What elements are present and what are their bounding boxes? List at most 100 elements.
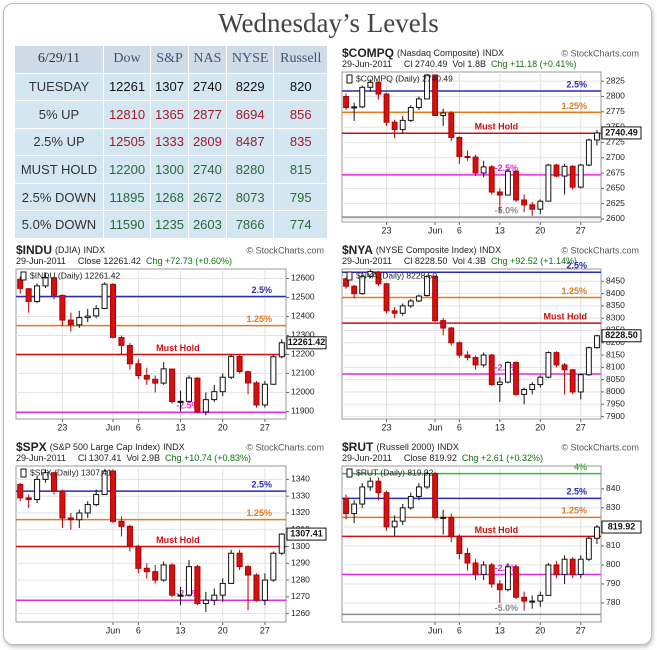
candle-body: [537, 376, 544, 386]
candle-body: [211, 594, 218, 601]
candle-body: [424, 473, 430, 488]
candle-body: [245, 566, 252, 576]
candle-body: [160, 368, 167, 384]
candle-body: [34, 478, 41, 501]
candle-body: [561, 165, 568, 177]
candle-body: [432, 275, 439, 322]
x-tick-label: 6: [457, 422, 462, 432]
table-cell: 1333: [150, 127, 189, 157]
candle-body: [456, 137, 463, 157]
candle-body: [67, 517, 74, 521]
index-name: (Nasdaq Composite): [397, 48, 480, 58]
y-tick-label: 12600: [291, 273, 315, 283]
level-label: 4%: [574, 462, 587, 472]
x-tick-label: Jun: [428, 422, 443, 432]
table-cell: 795: [273, 182, 328, 212]
x-tick-label: 27: [260, 422, 270, 432]
candle-body: [383, 93, 390, 123]
level-label: Must Hold: [156, 535, 200, 545]
table-cell: 8229: [225, 72, 275, 102]
candle-body: [577, 558, 584, 575]
exchange: INDX: [479, 245, 501, 255]
candle-body: [17, 483, 24, 499]
stat: Chg +10.74 (+0.83%): [165, 453, 251, 463]
candle-body: [194, 566, 201, 605]
y-tick-label: 1300: [291, 541, 310, 551]
candle-body: [177, 594, 184, 597]
candle-body: [253, 382, 260, 406]
plot-area: [341, 465, 602, 623]
candle-body: [488, 354, 495, 386]
candle-body: [569, 558, 576, 575]
candle-body: [59, 490, 66, 519]
candle-body: [211, 391, 218, 401]
x-tick-label: 20: [218, 422, 228, 432]
stat: Cl 8228.50: [404, 256, 448, 266]
y-tick-label: 8000: [606, 386, 625, 396]
candle-body: [278, 533, 285, 554]
y-tick-label: 1320: [291, 507, 310, 517]
table-cell: Russell: [273, 45, 328, 74]
candle-body: [513, 170, 519, 201]
candle-body: [202, 599, 209, 605]
candle-body: [464, 553, 471, 564]
candle-body: [59, 294, 66, 321]
candle-body: [496, 381, 503, 386]
level-label: 1.25%: [561, 506, 587, 516]
table-cell: 7866: [225, 210, 275, 239]
y-tick-label: 2675: [606, 167, 625, 177]
x-tick-label: 23: [57, 422, 67, 432]
page-title: Wednesday’s Levels: [218, 8, 439, 38]
symbol: $COMPQ: [342, 46, 394, 60]
level-label: 1.25%: [561, 286, 587, 296]
x-tick-label: Jun: [106, 422, 121, 432]
candle-body: [152, 571, 159, 581]
table-cell: 835: [273, 127, 328, 157]
y-tick-label: 12500: [291, 292, 315, 302]
candle-body: [440, 516, 447, 519]
candle-body: [407, 300, 414, 307]
chart-header: $COMPQ (Nasdaq Composite) INDX: [342, 46, 504, 60]
candle-body: [84, 504, 91, 514]
table-cell: 12810: [102, 100, 152, 129]
stat: Close 12261.42: [78, 256, 141, 266]
candle-body: [118, 337, 125, 346]
candle-body: [464, 354, 471, 359]
candle-body: [529, 384, 536, 390]
candle-body: [391, 310, 398, 314]
candle-body: [169, 564, 176, 596]
candle-body: [415, 98, 422, 109]
y-tick-label: 8350: [606, 300, 625, 310]
x-tick-label: 13: [176, 625, 186, 635]
level-label: 1.25%: [561, 101, 587, 111]
candle-body: [101, 470, 108, 496]
candle-body: [375, 480, 382, 494]
candle-body: [585, 537, 592, 560]
candle-body: [76, 512, 83, 521]
candle-body: [391, 520, 398, 528]
chart-header: $INDU (DJIA) INDX: [16, 243, 105, 257]
candle-body: [577, 374, 584, 393]
table-cell: 12261: [102, 72, 152, 102]
candle-body: [367, 270, 374, 277]
candle-body: [432, 473, 439, 518]
last-value: 12261.42: [288, 337, 326, 347]
candle-body: [343, 278, 349, 287]
legend-swatch: [346, 74, 353, 84]
candle-body: [110, 283, 117, 338]
candle-body: [343, 95, 349, 109]
candle-body: [143, 567, 150, 573]
legend: $COMPQ (Daily) 2740.49: [356, 73, 453, 83]
exchange: INDX: [437, 442, 459, 452]
stat: Chg +2.61 (+0.32%): [462, 453, 543, 463]
index-name: (Russell 2000): [376, 442, 434, 452]
candle-body: [84, 315, 91, 319]
y-tick-label: 2725: [606, 137, 625, 147]
y-tick-label: 780: [606, 597, 620, 607]
x-tick-label: 13: [495, 422, 505, 432]
candle-body: [513, 361, 519, 395]
level-label: 2.5%: [566, 487, 587, 497]
candle-body: [496, 191, 503, 196]
candle-body: [480, 354, 487, 366]
